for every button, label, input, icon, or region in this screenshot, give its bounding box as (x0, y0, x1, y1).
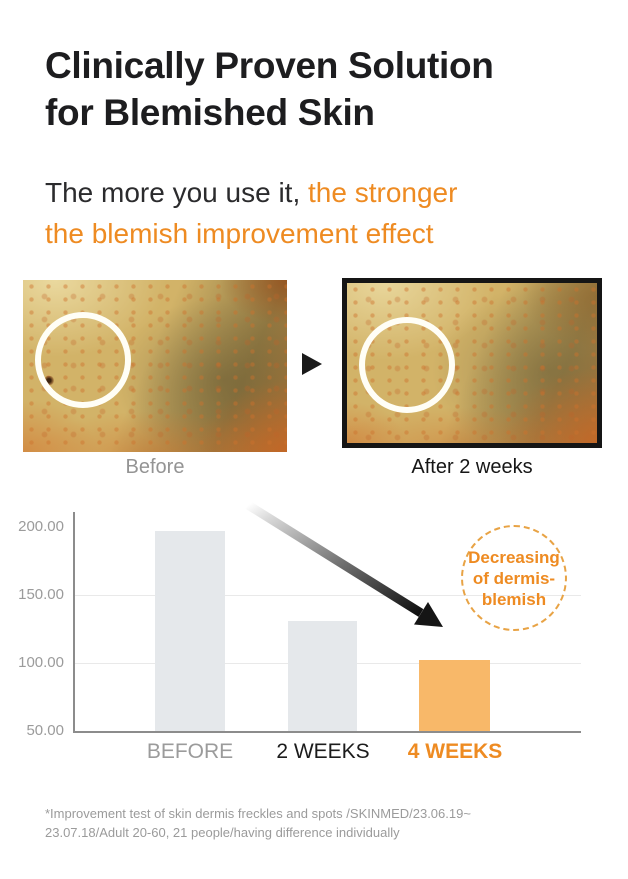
subtitle-accent-part1: the stronger (308, 177, 458, 208)
subtitle-accent-part2: the blemish improvement effect (45, 218, 434, 249)
after-caption: After 2 weeks (411, 456, 533, 478)
gridline-150 (75, 595, 581, 596)
x-label-2-weeks: 2 WEEKS (276, 740, 370, 763)
footnote-line2: 23.07.18/Adult 20-60, 21 people/having d… (45, 825, 400, 840)
y-axis-tick: 100.00 (18, 654, 64, 671)
subtitle-prefix: The more you use it, (45, 177, 309, 208)
y-axis-tick: 150.00 (18, 586, 64, 603)
page-title-line2: for Blemished Skin (45, 92, 375, 133)
downward-trend-arrow-icon (245, 501, 443, 627)
page-title-line1: Clinically Proven Solution (45, 45, 494, 86)
before-skin-image (23, 280, 287, 452)
page-subtitle: The more you use it, the stronger the bl… (45, 172, 600, 254)
bar-before (155, 531, 225, 731)
bar-2-weeks (288, 621, 357, 731)
y-axis-tick: 50.00 (26, 722, 64, 739)
y-axis-line (73, 512, 75, 733)
before-caption: Before (125, 456, 185, 478)
bar-4-weeks (419, 660, 490, 731)
page-title: Clinically Proven Solution for Blemished… (45, 42, 600, 136)
annotation-line2: of dermis- (472, 568, 556, 588)
x-label-before: BEFORE (146, 740, 234, 763)
blemish-bar-chart: 200.00 150.00 100.00 50.00 Decreasing of… (0, 500, 628, 800)
annotation-line1: Decreasing (468, 547, 560, 567)
after-skin-image (342, 278, 602, 448)
subtitle-line1: The more you use it, the stronger (45, 172, 600, 213)
highlight-circle (359, 317, 455, 413)
annotation-badge: Decreasing of dermis- blemish (461, 525, 567, 631)
highlight-circle (35, 312, 131, 408)
y-axis-tick: 200.00 (18, 518, 64, 535)
footnote-line1: *Improvement test of skin dermis freckle… (45, 806, 471, 821)
footnote: *Improvement test of skin dermis freckle… (45, 804, 590, 842)
x-axis-line (73, 731, 581, 733)
arrow-right-icon (302, 353, 322, 375)
x-label-4-weeks: 4 WEEKS (407, 740, 503, 763)
annotation-line3: blemish (481, 589, 547, 609)
